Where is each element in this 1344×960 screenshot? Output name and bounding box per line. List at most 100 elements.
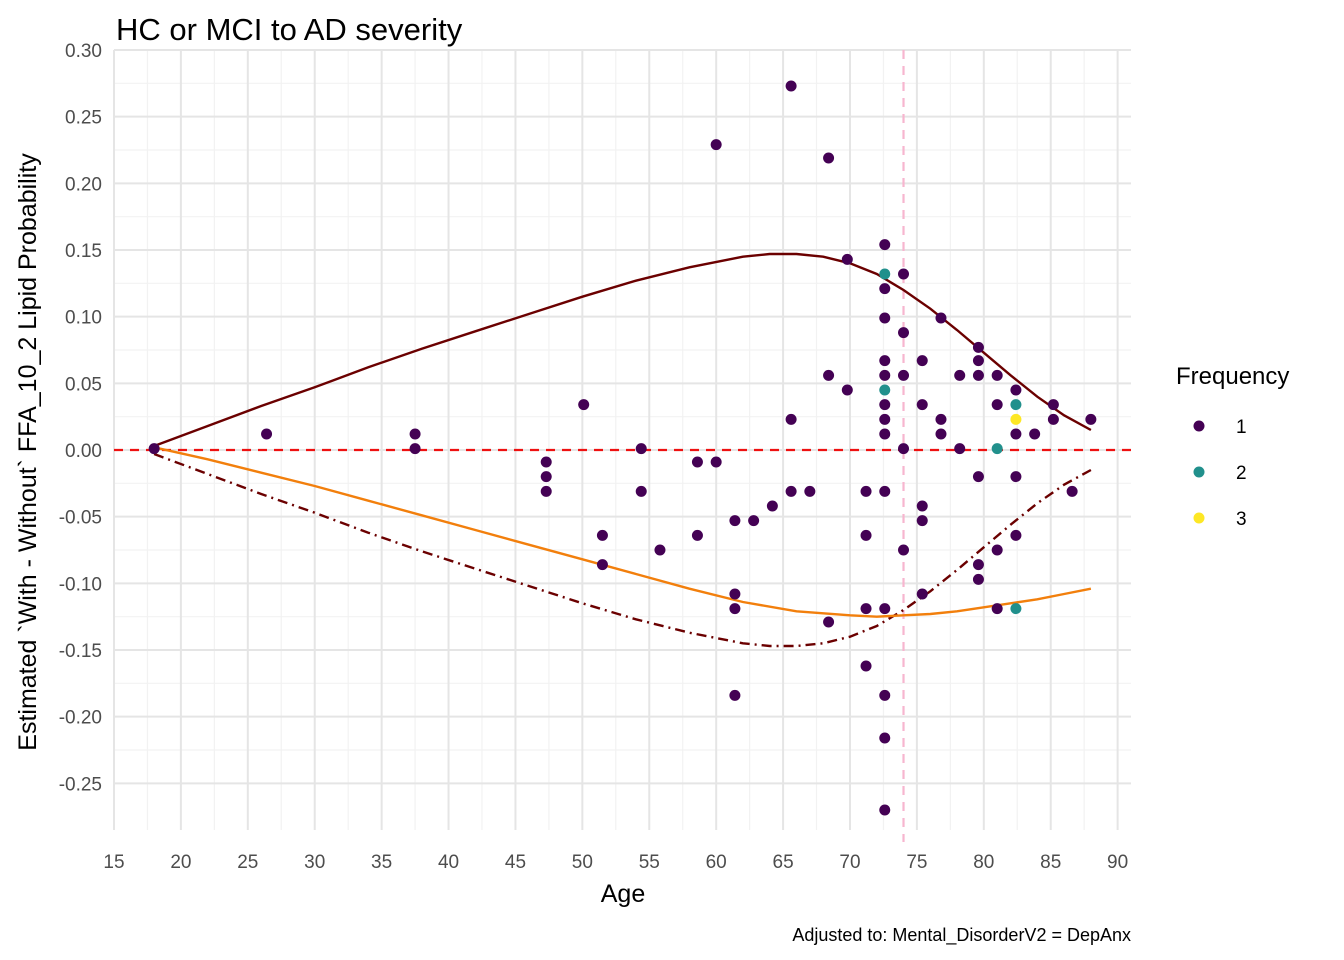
scatter-point [991,544,1003,556]
scatter-point [1047,413,1059,425]
scatter-point [916,399,928,411]
scatter-point [1010,384,1022,396]
legend-label: 1 [1236,417,1247,438]
scatter-point [935,428,947,440]
scatter-point [972,341,984,353]
y-axis-title: Estimated `With - Without` FFA_10_2 Lipi… [14,153,42,751]
scatter-point [409,443,421,455]
scatter-point [898,443,910,455]
legend-key-3 [1193,512,1205,524]
scatter-point [710,139,722,151]
y-tick-label: 0.00 [65,441,102,462]
x-tick-label: 50 [572,852,593,873]
scatter-point [898,268,910,280]
scatter-point [1047,399,1059,411]
scatter-point [860,660,872,672]
scatter-point [1029,428,1041,440]
scatter-point [879,428,891,440]
scatter-point [1010,471,1022,483]
scatter-point [261,428,273,440]
scatter-point [879,485,891,497]
x-axis-title: Age [601,880,645,908]
scatter-point [823,616,835,628]
x-tick-label: 65 [773,852,794,873]
scatter-point [898,327,910,339]
reference-lines [114,50,1131,842]
scatter-point [954,443,966,455]
scatter-point [729,689,741,701]
scatter-point [148,443,160,455]
x-axis-ticks: 15 20 25 30 35 40 45 50 55 60 65 70 75 80 85 90 [103,852,1128,873]
x-tick-label: 30 [304,852,325,873]
scatter-point [785,485,797,497]
scatter-point [879,355,891,367]
scatter-point [691,529,703,541]
scatter-point [1010,413,1022,425]
scatter-point [1066,485,1078,497]
scatter-point [1010,529,1022,541]
chart-title: HC or MCI to AD severity [116,12,463,47]
x-tick-label: 25 [237,852,258,873]
x-tick-label: 60 [706,852,727,873]
scatter-point [729,588,741,600]
scatter-point [1085,413,1097,425]
x-tick-label: 70 [839,852,860,873]
scatter-point [879,399,891,411]
scatter-point [804,485,816,497]
scatter-point [596,559,608,571]
scatter-point [729,515,741,527]
scatter-point [916,355,928,367]
scatter-point [972,355,984,367]
scatter-point [596,529,608,541]
scatter-point [972,559,984,571]
scatter-point [898,544,910,556]
legend-key-1 [1193,420,1205,432]
caption: Adjusted to: Mental_DisorderV2 = DepAnx [792,925,1131,946]
y-tick-label: 0.25 [65,108,102,129]
scatter-point [540,485,552,497]
data-points [148,80,1097,816]
x-tick-label: 85 [1040,852,1061,873]
scatter-point [823,152,835,164]
scatter-point [879,804,891,816]
y-tick-label: -0.20 [59,708,102,729]
x-tick-label: 80 [973,852,994,873]
scatter-point [991,369,1003,381]
scatter-point [935,312,947,324]
x-tick-label: 20 [170,852,191,873]
scatter-point [785,80,797,92]
scatter-point [879,312,891,324]
scatter-point [898,369,910,381]
y-tick-label: -0.10 [59,574,102,595]
y-tick-label: 0.30 [65,41,102,62]
scatter-point [785,413,797,425]
y-tick-label: -0.15 [59,641,102,662]
scatter-point [879,732,891,744]
scatter-point [879,369,891,381]
y-tick-label: -0.25 [59,774,102,795]
scatter-point [991,399,1003,411]
legend-label: 2 [1236,463,1247,484]
grid-minor [114,50,1131,830]
y-axis-ticks: -0.25 -0.20 -0.15 -0.10 -0.05 0.00 0.05 0.10 0.1… [59,41,102,795]
scatter-point [954,369,966,381]
scatter-point [1010,428,1022,440]
y-tick-label: 0.20 [65,174,102,195]
scatter-point [972,573,984,585]
x-tick-label: 90 [1107,852,1128,873]
scatter-point [860,485,872,497]
scatter-point [710,456,722,468]
scatter-point [1010,399,1022,411]
scatter-point [879,239,891,251]
scatter-point [578,399,590,411]
x-tick-label: 15 [103,852,124,873]
fit-curve-solid [153,252,1092,448]
x-tick-label: 75 [906,852,927,873]
scatter-point [879,268,891,280]
x-tick-label: 35 [371,852,392,873]
scatter-point [916,500,928,512]
scatter-point [823,369,835,381]
scatter-point [879,603,891,615]
legend-label: 3 [1236,509,1247,530]
